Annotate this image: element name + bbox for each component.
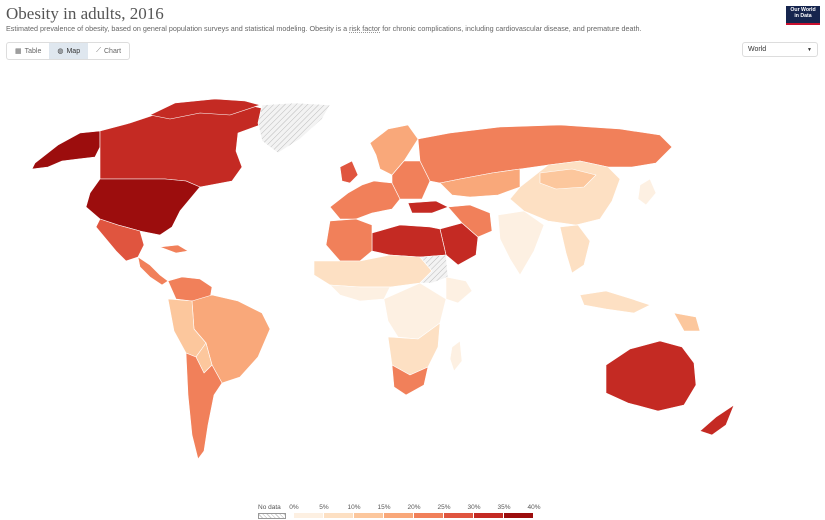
legend-bin-2[interactable]: [354, 513, 384, 518]
region-caribbean[interactable]: [159, 244, 189, 254]
region-greenland[interactable]: [257, 102, 331, 154]
region-mongolia[interactable]: [539, 168, 597, 190]
region-north-africa-west[interactable]: [325, 218, 373, 262]
region-madagascar[interactable]: [449, 340, 463, 372]
region-papua-new-guinea[interactable]: [673, 312, 701, 332]
region-alaska[interactable]: [31, 130, 101, 170]
region-eastern-europe[interactable]: [391, 160, 431, 200]
region-horn-of-africa[interactable]: [445, 276, 473, 304]
legend-tick-label: 0%: [289, 504, 299, 511]
owid-logo[interactable]: Our World in Data: [786, 6, 820, 25]
region-united-states[interactable]: [85, 178, 201, 236]
legend-tick-label: 5%: [319, 504, 329, 511]
region-colombia-venezuela[interactable]: [167, 276, 213, 302]
table-icon: ▦: [15, 48, 22, 55]
legend-bin-3[interactable]: [384, 513, 414, 518]
legend-tick-label: 30%: [467, 504, 481, 511]
region-south-africa[interactable]: [391, 364, 429, 396]
logo-line-2: in Data: [794, 13, 812, 19]
region-iran[interactable]: [447, 204, 493, 238]
region-select-value: World: [748, 46, 767, 53]
chart-subtitle: Estimated prevalence of obesity, based o…: [6, 24, 642, 33]
tab-map[interactable]: ◍ Map: [49, 43, 89, 59]
region-canada-islands[interactable]: [149, 98, 261, 120]
legend-bin-0[interactable]: [294, 513, 324, 518]
region-mexico[interactable]: [95, 218, 145, 262]
tab-chart-label: Chart: [104, 47, 122, 55]
region-select[interactable]: World ▼: [742, 42, 818, 57]
legend-tick-label: 20%: [407, 504, 421, 511]
legend-no-data-label: No data: [258, 504, 281, 511]
region-japan[interactable]: [637, 178, 657, 206]
globe-icon: ◍: [57, 48, 64, 55]
subtitle-text-end: for chronic complications, including car…: [380, 24, 642, 33]
region-southeast-asia[interactable]: [559, 224, 591, 274]
region-egypt-libya[interactable]: [371, 224, 447, 258]
chevron-down-icon: ▼: [807, 46, 812, 53]
legend-bin-4[interactable]: [414, 513, 444, 518]
chart-title: Obesity in adults, 2016: [6, 4, 164, 23]
region-united-kingdom[interactable]: [339, 160, 359, 184]
region-australia[interactable]: [605, 340, 697, 412]
tab-table[interactable]: ▦ Table: [7, 43, 49, 59]
region-central-america[interactable]: [137, 256, 169, 286]
region-india[interactable]: [497, 210, 545, 276]
legend-tick-label: 40%: [527, 504, 541, 511]
region-argentina-chile[interactable]: [185, 352, 223, 460]
region-west-africa[interactable]: [329, 284, 391, 302]
view-tabs: ▦ Table ◍ Map ⟋ Chart: [6, 42, 131, 60]
line-chart-icon: ⟋: [96, 47, 101, 54]
region-western-europe[interactable]: [329, 180, 401, 220]
region-sudan[interactable]: [419, 254, 449, 284]
tab-map-label: Map: [66, 47, 81, 55]
legend-no-data-swatch: [258, 513, 286, 519]
risk-factor-link[interactable]: risk factor: [349, 24, 381, 33]
tab-table-label: Table: [24, 47, 42, 55]
world-map: [31, 98, 735, 460]
legend-bin-5[interactable]: [444, 513, 474, 518]
region-new-zealand[interactable]: [699, 404, 735, 436]
region-indonesia[interactable]: [579, 290, 651, 314]
subtitle-text-start: Estimated prevalence of obesity, based o…: [6, 24, 350, 33]
logo-line-1: Our World: [790, 7, 816, 13]
legend-tick-label: 15%: [377, 504, 391, 511]
legend-tick-label: 25%: [437, 504, 451, 511]
legend-color-bins: [294, 513, 534, 518]
region-sahel[interactable]: [313, 254, 433, 288]
legend-bin-6[interactable]: [474, 513, 504, 518]
tab-chart[interactable]: ⟋ Chart: [88, 43, 129, 59]
region-turkey[interactable]: [407, 200, 449, 214]
legend-tick-label: 10%: [347, 504, 361, 511]
legend-bin-1[interactable]: [324, 513, 354, 518]
legend-bin-7[interactable]: [504, 513, 534, 518]
legend-tick-label: 35%: [497, 504, 511, 511]
map-legend: No data 0% 5% 10% 15% 20% 25% 30% 35% 40%: [258, 500, 568, 520]
